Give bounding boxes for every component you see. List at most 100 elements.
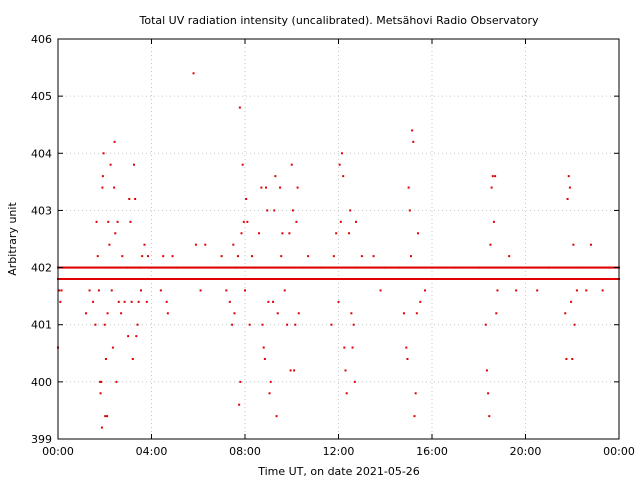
data-point	[565, 266, 568, 269]
x-tick-label: 20:00	[510, 445, 542, 458]
data-point	[459, 278, 462, 280]
data-point	[289, 369, 292, 372]
data-point	[136, 323, 139, 326]
data-point	[526, 266, 529, 269]
data-point	[606, 266, 609, 269]
data-point	[490, 278, 493, 280]
data-point	[433, 278, 436, 280]
data-point	[92, 300, 95, 303]
data-point	[536, 266, 539, 269]
data-point	[517, 278, 520, 280]
data-point	[580, 266, 583, 269]
data-point	[353, 380, 356, 383]
data-point	[568, 186, 571, 189]
data-point	[571, 278, 574, 280]
data-point	[506, 266, 509, 269]
data-point	[577, 266, 580, 269]
data-point	[269, 266, 272, 269]
data-point	[404, 278, 407, 280]
data-point	[316, 278, 319, 280]
data-point	[408, 209, 411, 212]
data-point	[342, 266, 345, 269]
data-point	[283, 278, 286, 280]
data-point	[448, 278, 451, 280]
data-point	[364, 266, 367, 269]
data-point	[308, 266, 311, 269]
data-point	[100, 380, 103, 383]
data-point	[383, 266, 386, 269]
data-point	[449, 278, 452, 280]
data-point	[281, 266, 284, 269]
data-point	[107, 278, 110, 280]
data-point	[171, 255, 174, 258]
data-point	[76, 266, 79, 269]
data-point	[528, 266, 531, 269]
data-point	[231, 323, 234, 326]
data-point	[157, 278, 160, 280]
data-point	[261, 278, 264, 280]
data-point	[542, 278, 545, 280]
data-point	[558, 278, 561, 280]
data-point	[564, 312, 567, 315]
data-point	[89, 266, 92, 269]
data-point	[351, 266, 354, 269]
data-point	[362, 278, 365, 280]
data-point	[487, 278, 490, 280]
data-point	[266, 209, 269, 212]
data-point	[163, 266, 166, 269]
data-point	[365, 278, 368, 280]
data-point	[304, 278, 307, 280]
data-point	[447, 266, 450, 269]
data-point	[547, 278, 550, 280]
data-point	[110, 278, 113, 280]
data-point	[286, 323, 289, 326]
data-point	[443, 266, 446, 269]
data-point	[288, 266, 291, 269]
data-point	[192, 266, 195, 269]
data-point	[565, 278, 568, 280]
data-point	[328, 278, 331, 280]
data-point	[197, 266, 200, 269]
data-point	[234, 266, 237, 269]
data-point	[478, 278, 481, 280]
data-point	[492, 278, 495, 280]
data-point	[205, 266, 208, 269]
data-point	[152, 278, 155, 280]
data-point	[331, 266, 334, 269]
data-point	[379, 278, 382, 280]
data-point	[412, 266, 415, 269]
data-point	[272, 278, 275, 280]
data-point	[158, 278, 161, 280]
data-point	[564, 266, 567, 269]
data-point	[469, 278, 472, 280]
data-point	[139, 289, 142, 292]
data-point	[407, 186, 410, 189]
data-point	[390, 278, 393, 280]
data-point	[190, 266, 193, 269]
data-point	[330, 323, 333, 326]
data-point	[183, 278, 186, 280]
data-point	[599, 266, 602, 269]
data-point	[370, 266, 373, 269]
data-point	[100, 426, 103, 429]
data-point	[413, 415, 416, 418]
data-point	[296, 266, 299, 269]
data-point	[603, 278, 606, 280]
data-point	[117, 300, 120, 303]
data-point	[488, 415, 491, 418]
data-point	[241, 163, 244, 166]
data-point	[432, 266, 435, 269]
data-point	[253, 266, 256, 269]
data-point	[415, 312, 418, 315]
data-point	[116, 278, 119, 280]
data-point	[442, 266, 445, 269]
data-point	[129, 278, 132, 280]
data-point	[172, 266, 175, 269]
data-point	[587, 266, 590, 269]
data-point	[391, 266, 394, 269]
data-point	[187, 266, 190, 269]
data-point	[319, 278, 322, 280]
data-point	[595, 278, 598, 280]
data-point	[474, 278, 477, 280]
data-point	[481, 266, 484, 269]
